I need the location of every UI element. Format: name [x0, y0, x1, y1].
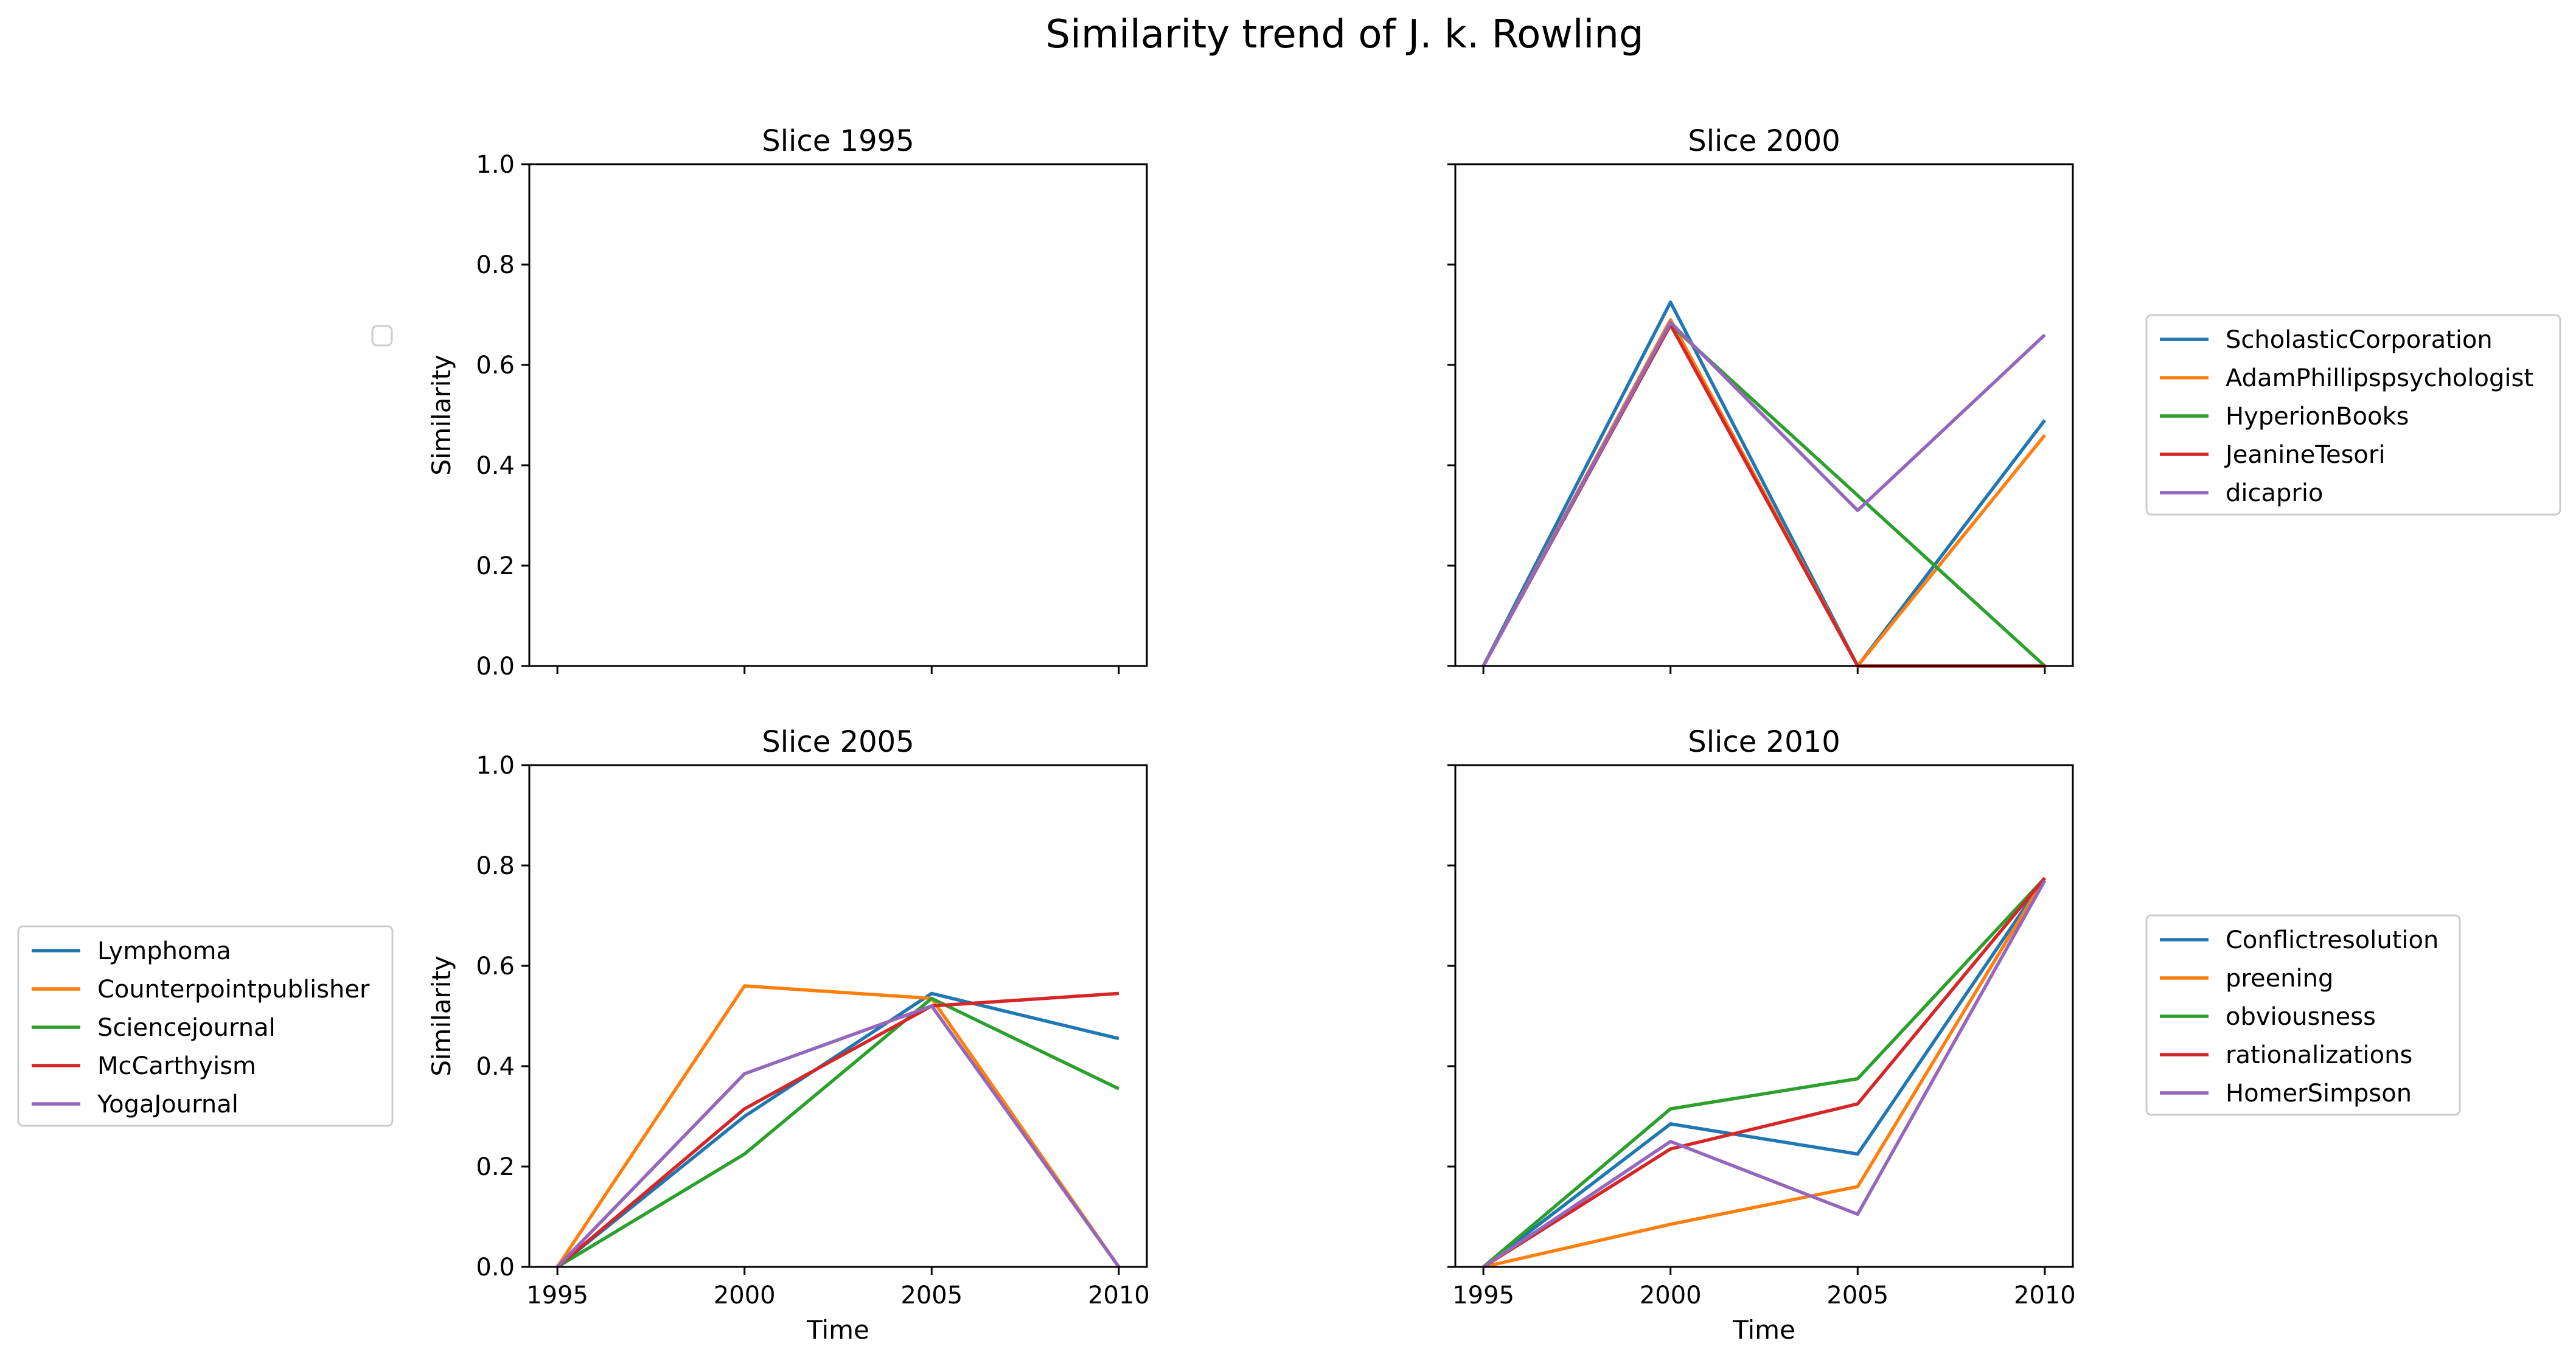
legend-entry: HyperionBooks [2226, 403, 2409, 431]
x-axis-label: Time [806, 1315, 869, 1345]
x-tick-label: 1995 [1452, 1281, 1514, 1309]
x-tick-label: 2005 [1826, 1281, 1888, 1309]
x-tick-label: 1995 [526, 1281, 588, 1309]
y-tick-label: 0.6 [476, 952, 515, 980]
subplot-title: Slice 2005 [762, 725, 914, 759]
legend-entry: Conflictresolution [2226, 926, 2438, 954]
subplot-title: Slice 1995 [762, 124, 914, 158]
legend-entry: AdamPhillipspsychologist [2226, 364, 2533, 392]
series-line-3 [1481, 323, 2045, 668]
series-line-0 [1482, 877, 2047, 1269]
subplot-0: Slice 1995 0.0 0.2 0.4 0.6 0.8 1.0 Similarity [371, 124, 1148, 681]
series-line-1 [555, 984, 1121, 1268]
figure-title: Similarity trend of J. k. Rowling [1045, 12, 1643, 57]
legend: ScholasticCorporation AdamPhillipspsychol… [2145, 314, 2561, 516]
subplot-title: Slice 2000 [1688, 124, 1840, 158]
legend-entry: YogaJournal [97, 1091, 238, 1118]
legend-entry: dicaprio [2226, 479, 2323, 507]
legend-entry: preening [2226, 965, 2333, 993]
y-tick-label: 0.4 [476, 452, 515, 480]
series-line-0 [1481, 300, 2047, 668]
y-tick-label: 0.4 [476, 1053, 515, 1081]
x-tick-label: 2010 [1088, 1281, 1150, 1309]
plot-frame [1454, 764, 2074, 1268]
legend-box [2145, 314, 2561, 516]
subplot-2: Slice 2005 0.0 0.2 0.4 0.6 0.8 1.0 1995 2000 2005… [17, 725, 1150, 1345]
x-tick-label: 2000 [1640, 1281, 1702, 1309]
series-line-4 [1481, 321, 2046, 667]
legend: Lymphoma Counterpointpublisher Sciencejour… [17, 925, 394, 1127]
y-axis-label: Similarity [426, 955, 456, 1077]
legend-box [371, 325, 393, 347]
legend-entry: McCarthyism [97, 1052, 256, 1080]
x-tick-label: 2010 [2014, 1281, 2076, 1309]
subplots: Slice 19950.00.20.40.60.81.0SimilaritySl… [17, 124, 2561, 1345]
legend-box [17, 925, 394, 1127]
legend-entry: obviousness [2226, 1003, 2376, 1031]
y-tick-label: 0.6 [476, 352, 515, 380]
legend: Conflictresolution preening obviousness rat… [2145, 914, 2461, 1116]
y-tick-label: 1.0 [476, 752, 515, 780]
y-axis-label: Similarity [426, 355, 456, 476]
plot-frame [528, 764, 1148, 1268]
y-tick-label: 0.0 [476, 653, 515, 681]
legend-box [2145, 914, 2461, 1116]
legend-entry: rationalizations [2226, 1041, 2412, 1069]
subplot-1: Slice 2000 ScholasticCorporation AdamPhill… [1447, 124, 2561, 674]
series-line-2 [1482, 876, 2046, 1269]
series-line-4 [1482, 879, 2047, 1269]
series-line-2 [556, 996, 1120, 1269]
legend-entry: Counterpointpublisher [97, 976, 370, 1004]
legend-entry: Sciencejournal [97, 1014, 276, 1042]
legend-entry: ScholasticCorporation [2226, 326, 2493, 354]
subplot-3: Slice 2010 1995 2000 2005 2010 Time Conflictre… [1447, 725, 2461, 1345]
subplot-title: Slice 2010 [1688, 725, 1840, 759]
y-tick-label: 1.0 [476, 151, 515, 179]
series-line-3 [556, 991, 1119, 1269]
series-line-3 [1482, 876, 2047, 1269]
y-tick-label: 0.8 [476, 251, 515, 279]
series-line-1 [1483, 877, 2047, 1269]
series-line-0 [556, 991, 1119, 1269]
y-tick-label: 0.2 [476, 552, 515, 580]
legend [371, 325, 393, 347]
x-tick-label: 2000 [714, 1281, 776, 1309]
series-line-4 [556, 1004, 1121, 1268]
legend-entry: HomerSimpson [2226, 1080, 2412, 1108]
plot-frame [1454, 163, 2074, 667]
legend-entry: JeanineTesori [2224, 441, 2385, 469]
plot-frame [528, 163, 1148, 667]
y-tick-label: 0.8 [476, 852, 515, 880]
y-tick-label: 0.2 [476, 1153, 515, 1181]
y-tick-label: 0.0 [476, 1254, 515, 1281]
x-tick-label: 2005 [900, 1281, 963, 1309]
x-axis-label: Time [1732, 1315, 1795, 1345]
legend-entry: Lymphoma [97, 937, 231, 965]
